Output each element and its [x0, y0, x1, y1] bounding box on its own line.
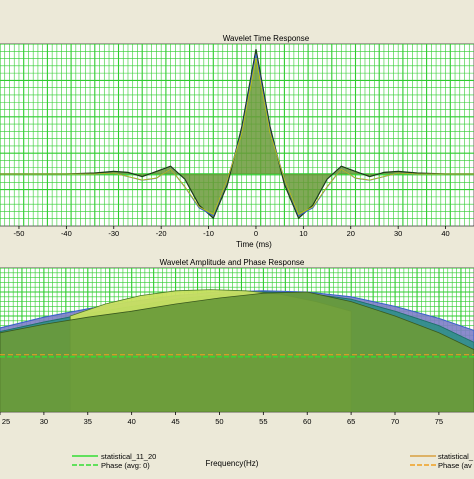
amp-tick-label: 75	[435, 417, 443, 426]
time-tick-label: 20	[347, 229, 355, 238]
legend-label-phase-2: Phase (av	[438, 461, 472, 470]
amp-tick-label: 25	[2, 417, 10, 426]
time-tick-label: 30	[394, 229, 402, 238]
wavelet-line	[0, 49, 474, 220]
time-series-group	[0, 49, 474, 220]
amp-tick-label: 35	[84, 417, 92, 426]
amp-tick-label: 60	[303, 417, 311, 426]
time-tick-label: 40	[441, 229, 449, 238]
time-x-axis-label: Time (ms)	[236, 240, 272, 249]
amp-tick-label: 70	[391, 417, 399, 426]
legend-label-phase: Phase (avg: 0)	[101, 461, 150, 470]
time-tick-label: -20	[156, 229, 167, 238]
wavelet-overlay-line-yellow	[0, 57, 474, 215]
amplitude-phase-chart: Wavelet Amplitude and Phase Response 25 3…	[0, 258, 474, 468]
legend-label-statistical: statistical_11_20	[101, 452, 156, 461]
phase-fill	[0, 356, 474, 412]
time-response-chart: Wavelet Time Response -50 -40 -30 -20 -10 0 10…	[0, 34, 474, 249]
amp-tick-label: 55	[259, 417, 267, 426]
amp-tick-label: 65	[347, 417, 355, 426]
amp-tick-label: 50	[215, 417, 223, 426]
time-tick-label: -30	[108, 229, 119, 238]
time-chart-title: Wavelet Time Response	[223, 34, 310, 43]
time-x-ticks: -50 -40 -30 -20 -10 0 10 20 30 40	[14, 226, 450, 238]
time-grid	[0, 44, 474, 226]
amp-tick-label: 45	[171, 417, 179, 426]
legend: statistical_11_20 Phase (avg: 0) statist…	[72, 452, 474, 470]
amp-tick-label: 40	[127, 417, 135, 426]
amp-x-axis-label: Frequency(Hz)	[206, 459, 259, 468]
legend-label-statistical-2: statistical_	[438, 452, 474, 461]
amp-series-group	[0, 289, 474, 412]
time-tick-label: -10	[203, 229, 214, 238]
time-tick-label: 10	[299, 229, 307, 238]
time-tick-label: -50	[14, 229, 25, 238]
amp-x-ticks: 25 30 35 40 45 50 55 60 65 70 75	[0, 412, 443, 426]
time-tick-label: -40	[61, 229, 72, 238]
amp-chart-title: Wavelet Amplitude and Phase Response	[160, 258, 305, 267]
time-tick-label: 0	[254, 229, 258, 238]
amp-tick-label: 30	[40, 417, 48, 426]
